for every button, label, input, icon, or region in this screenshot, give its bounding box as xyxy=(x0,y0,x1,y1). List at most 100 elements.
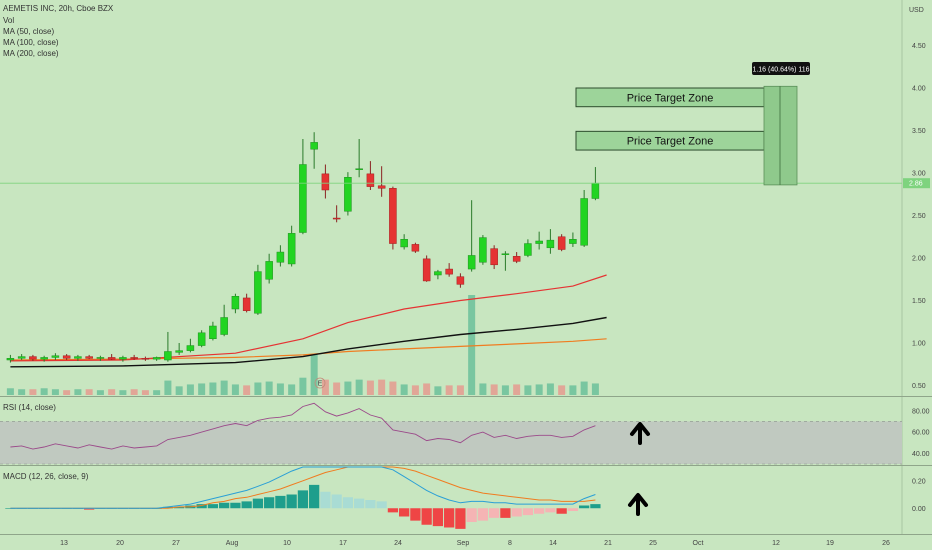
macd-histogram-bar xyxy=(376,501,387,509)
chart-title: AEMETIS INC, 20h, Cboe BZX xyxy=(3,4,114,13)
volume-bar xyxy=(333,382,341,395)
volume-bar xyxy=(130,389,138,395)
volume-bar xyxy=(6,388,14,395)
candle-body xyxy=(490,248,498,266)
candle-body xyxy=(546,239,555,249)
volume-bar xyxy=(434,386,442,395)
volume-bars xyxy=(6,295,599,395)
price-tick-label: 2.00 xyxy=(912,256,926,263)
candle-body xyxy=(321,173,330,191)
candle-body xyxy=(74,356,82,359)
candle-body xyxy=(276,251,285,263)
volume-bar xyxy=(366,380,374,395)
volume-bar xyxy=(74,389,82,395)
macd-histogram-bar xyxy=(399,508,410,517)
volume-bar xyxy=(501,385,509,395)
time-tick-label: 19 xyxy=(826,540,834,547)
volume-bar xyxy=(63,390,71,395)
price-target-zone-label: Price Target Zone xyxy=(627,92,714,104)
annotations: Price Target Zone Price Target Zone 1.16 (… xyxy=(314,62,810,389)
rsi-axis-ticks: 80.00 60.00 40.00 xyxy=(912,408,930,458)
volume-bar xyxy=(209,382,217,395)
candle-body xyxy=(220,317,228,335)
time-tick-label: 20 xyxy=(116,540,124,547)
macd-histogram-bar xyxy=(286,494,297,509)
time-tick-label: 14 xyxy=(549,540,557,547)
candle-body xyxy=(377,185,386,189)
volume-bar xyxy=(288,384,296,395)
current-price-badge xyxy=(903,178,930,189)
time-tick-label: Sep xyxy=(457,540,470,547)
candle-body xyxy=(40,357,48,360)
rsi-series xyxy=(10,402,596,450)
volume-bar xyxy=(468,295,476,395)
candle-body xyxy=(231,296,240,310)
candle-body xyxy=(85,356,93,359)
candle-body xyxy=(107,357,116,360)
volume-bar xyxy=(96,390,104,395)
macd-histogram-bar xyxy=(174,506,185,509)
macd-axis-ticks: 0.20 0.00 xyxy=(912,478,926,513)
rsi-band xyxy=(0,421,902,464)
macd-histogram-bar xyxy=(230,502,241,509)
candle-body xyxy=(580,198,588,246)
candle-body xyxy=(6,358,15,361)
macd-histogram-bar xyxy=(252,498,264,509)
candle-body xyxy=(254,271,262,314)
candle-body xyxy=(299,164,307,233)
volume-bar xyxy=(591,383,599,395)
volume-bar xyxy=(456,385,464,395)
rsi-tick-label: 40.00 xyxy=(912,451,930,458)
volume-bar xyxy=(175,386,183,395)
price-tick-label: 4.50 xyxy=(912,43,926,50)
volume-bar xyxy=(535,384,543,395)
macd-histogram-bar xyxy=(354,498,365,509)
volume-bar xyxy=(580,381,588,395)
candle-body xyxy=(265,261,273,280)
candle-body xyxy=(434,271,442,276)
macd-histogram-bar xyxy=(342,497,354,509)
macd-histogram-bar xyxy=(219,502,230,509)
candle-body xyxy=(310,142,318,150)
time-tick-label: 27 xyxy=(172,540,180,547)
volume-bar xyxy=(40,388,48,395)
volume-bar xyxy=(490,384,498,395)
volume-bar xyxy=(141,390,149,395)
candle-body xyxy=(591,182,600,199)
time-tick-label: 21 xyxy=(604,540,612,547)
volume-bar xyxy=(569,385,577,395)
volume-bar xyxy=(423,383,431,395)
time-tick-label: 10 xyxy=(283,540,291,547)
candle-body xyxy=(29,356,37,360)
price-tick-label: 4.00 xyxy=(912,86,926,93)
candle-body xyxy=(141,358,150,360)
macd-histogram-bar xyxy=(320,491,331,509)
candle-body xyxy=(445,268,453,275)
volume-bar xyxy=(276,383,284,395)
candle-body xyxy=(557,236,566,250)
time-tick-label: 12 xyxy=(772,540,780,547)
volume-bar xyxy=(254,382,262,395)
macd-histogram-bar xyxy=(466,508,477,522)
macd-histogram-bar xyxy=(309,484,320,509)
rsi-tick-label: 60.00 xyxy=(912,430,930,437)
price-axis xyxy=(902,0,932,550)
rsi-line xyxy=(10,402,596,450)
volume-bar xyxy=(445,385,453,395)
candle-body xyxy=(456,276,465,285)
volume-bar xyxy=(321,379,329,395)
ma50-line xyxy=(10,274,607,362)
macd-histogram-bar xyxy=(410,508,421,521)
candle-body xyxy=(242,297,251,311)
macd-histogram-bar xyxy=(489,508,500,518)
legend-ma200: MA (200, close) xyxy=(3,49,59,58)
measure-badge xyxy=(752,62,810,75)
candle-body xyxy=(130,357,138,359)
price-tick-label: 0.50 xyxy=(912,383,926,390)
current-price-label: 2.86 xyxy=(909,181,923,188)
macd-histogram-bar xyxy=(556,508,567,514)
volume-bar xyxy=(153,390,161,395)
volume-bar xyxy=(524,385,532,395)
macd-histogram-bar xyxy=(500,508,511,518)
volume-bar xyxy=(389,381,397,395)
